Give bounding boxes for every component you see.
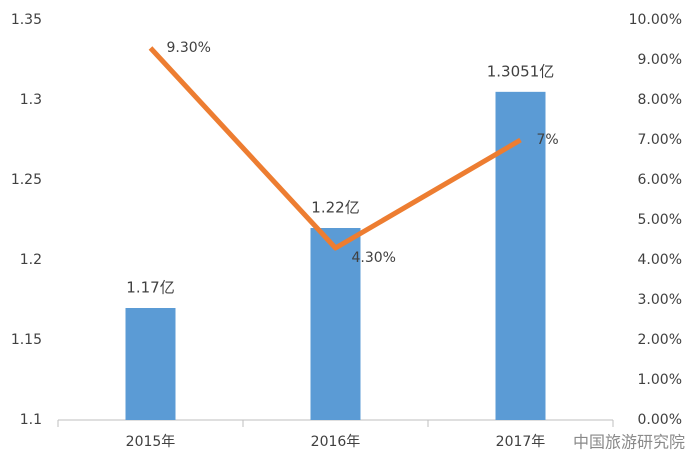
y-tick-label: 1.15: [11, 332, 42, 348]
y2-tick-label: 0.00%: [638, 412, 682, 428]
y2-tick-label: 1.00%: [638, 372, 682, 388]
line-value-label: 7%: [537, 132, 559, 148]
bar-value-label: 1.22亿: [311, 199, 359, 217]
line-value-label: 4.30%: [352, 250, 396, 266]
bar: [310, 228, 361, 420]
watermark: 中国旅游研究院: [573, 433, 685, 452]
y-tick-label: 1.1: [20, 412, 42, 428]
y-tick-label: 1.35: [11, 12, 42, 28]
y2-tick-label: 7.00%: [638, 132, 682, 148]
y2-tick-label: 3.00%: [638, 292, 682, 308]
y2-tick-label: 10.00%: [629, 12, 682, 28]
bar-value-label: 1.3051亿: [487, 62, 555, 80]
y2-tick-label: 8.00%: [638, 92, 682, 108]
y-tick-label: 1.2: [20, 252, 42, 268]
bar: [125, 308, 176, 420]
y2-tick-label: 6.00%: [638, 172, 682, 188]
bar: [495, 91, 546, 420]
y-tick-label: 1.25: [11, 172, 42, 188]
x-tick-label: 2017年: [496, 434, 546, 450]
y2-tick-label: 4.00%: [638, 252, 682, 268]
y2-tick-label: 5.00%: [638, 212, 682, 228]
y2-tick-label: 2.00%: [638, 332, 682, 348]
x-tick-label: 2016年: [311, 434, 361, 450]
bar-value-label: 1.17亿: [126, 279, 174, 297]
line-value-label: 9.30%: [167, 40, 211, 56]
line: [148, 46, 522, 251]
x-tick-label: 2015年: [126, 434, 176, 450]
y-tick-label: 1.3: [20, 92, 42, 108]
y2-tick-label: 9.00%: [638, 52, 682, 68]
